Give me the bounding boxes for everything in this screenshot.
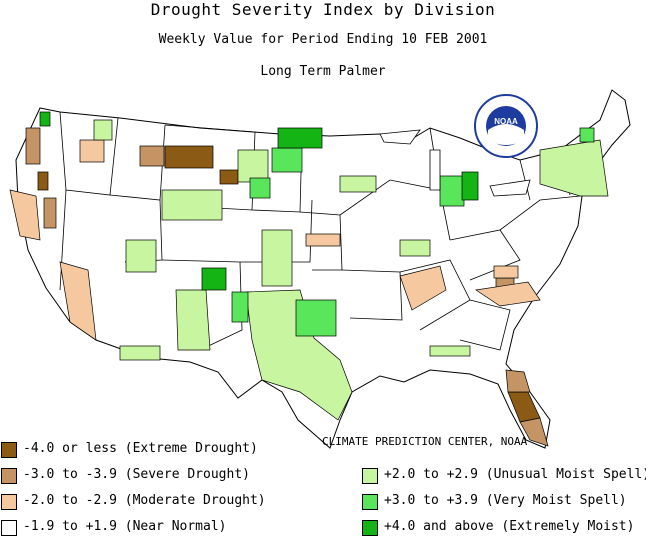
legend-swatch bbox=[362, 520, 378, 536]
legend-label: +3.0 to +3.9 (Very Moist Spell) bbox=[384, 493, 627, 508]
division-very-moist bbox=[579, 127, 595, 143]
legend-label: -1.9 to +1.9 (Near Normal) bbox=[23, 519, 227, 534]
division-extremely-moist bbox=[39, 111, 51, 127]
division-very-moist bbox=[231, 291, 249, 323]
division-unusual-moist bbox=[339, 175, 377, 193]
division-very-moist bbox=[295, 299, 337, 337]
index-name: Long Term Palmer bbox=[260, 64, 386, 79]
legend-label: +2.0 to +2.9 (Unusual Moist Spell) bbox=[384, 467, 646, 482]
credit-label: CLIMATE PREDICTION CENTER, NOAA bbox=[322, 435, 528, 448]
division-extremely-moist bbox=[461, 171, 479, 201]
division-severe-drought bbox=[505, 369, 531, 393]
division-moderate-drought bbox=[475, 281, 541, 307]
legend-swatch bbox=[1, 520, 17, 536]
division-moderate-drought bbox=[79, 139, 105, 163]
division-extremely-moist bbox=[277, 127, 323, 149]
division-unusual-moist bbox=[399, 239, 431, 257]
legend-swatch bbox=[362, 494, 378, 510]
legend-swatch bbox=[1, 442, 17, 458]
division-extreme-drought bbox=[164, 145, 214, 169]
map-subtitle: Weekly Value for Period Ending 10 FEB 20… bbox=[158, 32, 488, 47]
division-unusual-moist bbox=[161, 189, 223, 221]
division-moderate-drought bbox=[493, 265, 519, 279]
division-moderate-drought bbox=[59, 261, 97, 341]
division-severe-drought bbox=[139, 145, 165, 167]
division-unusual-moist bbox=[261, 229, 293, 287]
division-unusual-moist bbox=[175, 289, 211, 351]
division-unusual-moist bbox=[237, 149, 269, 183]
division-severe-drought bbox=[25, 127, 41, 165]
legend-swatch bbox=[1, 468, 17, 484]
division-very-moist bbox=[271, 147, 303, 173]
division-extreme-drought bbox=[37, 171, 49, 191]
legend-label: +4.0 and above (Extremely Moist) bbox=[384, 519, 635, 534]
division-unusual-moist bbox=[119, 345, 161, 361]
division-fills bbox=[9, 111, 609, 447]
legend-swatch bbox=[1, 494, 17, 510]
noaa-emblem: NOAA bbox=[474, 94, 538, 158]
division-extremely-moist bbox=[201, 267, 227, 291]
division-very-moist bbox=[249, 177, 271, 199]
division-moderate-drought bbox=[305, 233, 341, 247]
map-title: Drought Severity Index by Division bbox=[150, 0, 496, 19]
legend-label: -4.0 or less (Extreme Drought) bbox=[23, 441, 258, 456]
division-moderate-drought bbox=[9, 189, 41, 241]
legend-label: -3.0 to -3.9 (Severe Drought) bbox=[23, 467, 250, 482]
legend-swatch bbox=[362, 468, 378, 484]
noaa-logo: NOAA bbox=[474, 94, 538, 162]
division-unusual-moist bbox=[93, 119, 113, 141]
division-unusual-moist bbox=[125, 239, 157, 273]
division-extreme-drought bbox=[219, 169, 239, 185]
great-lakes bbox=[379, 129, 531, 197]
division-very-moist bbox=[439, 175, 465, 207]
division-severe-drought bbox=[519, 417, 549, 447]
division-unusual-moist bbox=[429, 345, 471, 357]
legend-label: -2.0 to -2.9 (Moderate Drought) bbox=[23, 493, 266, 508]
noaa-logo-text: NOAA bbox=[494, 117, 518, 126]
division-severe-drought bbox=[43, 197, 57, 229]
division-moderate-drought bbox=[399, 265, 447, 311]
